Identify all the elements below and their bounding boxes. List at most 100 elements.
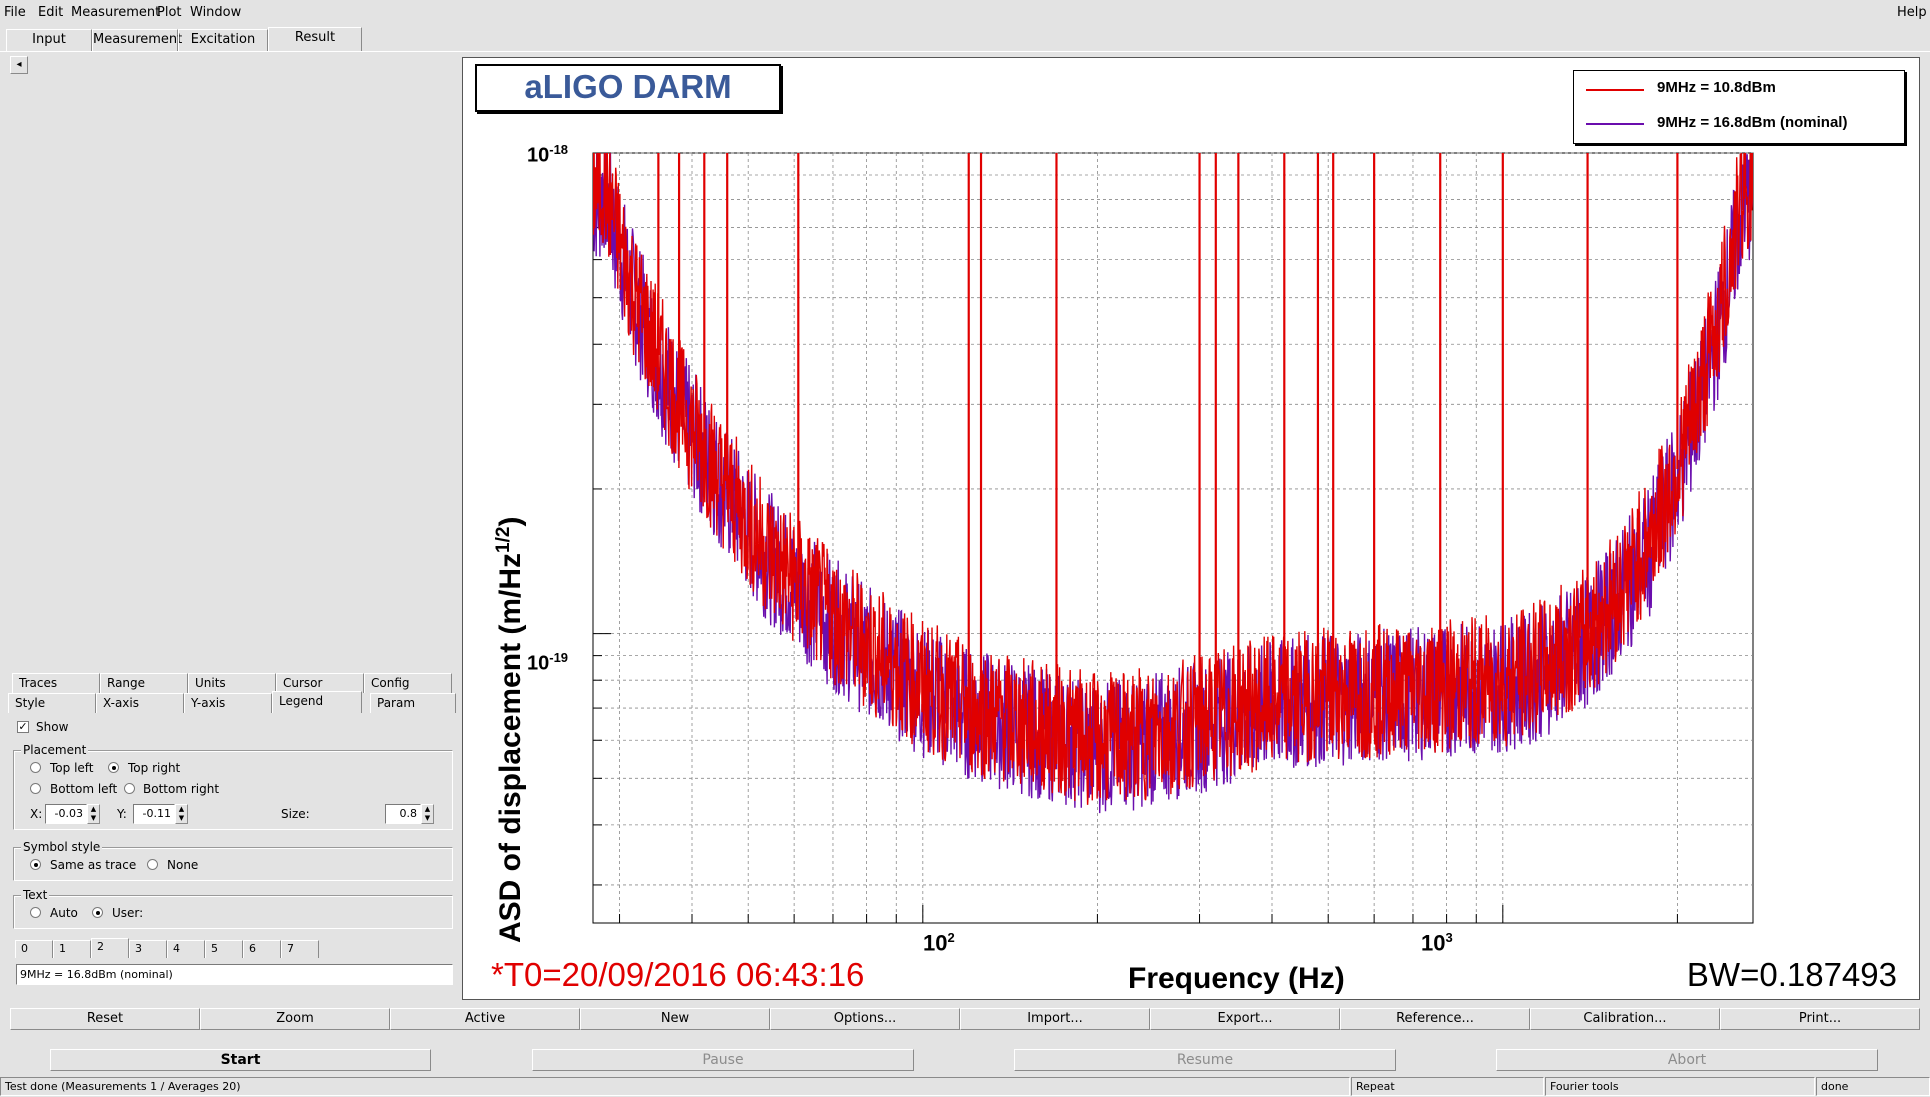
label-auto: Auto bbox=[50, 906, 78, 920]
y-tick-label-1e-19: 10-19 bbox=[527, 650, 569, 675]
label-none: None bbox=[167, 858, 199, 872]
import-button[interactable]: Import... bbox=[960, 1008, 1150, 1030]
show-checkbox[interactable]: ✓ bbox=[17, 720, 29, 733]
tab-traces[interactable]: Traces bbox=[12, 673, 100, 693]
trace-tab-6[interactable]: 6 bbox=[243, 940, 281, 958]
placement-group bbox=[13, 750, 453, 830]
calibration-button[interactable]: Calibration... bbox=[1530, 1008, 1720, 1030]
radio-top-left[interactable] bbox=[30, 762, 41, 773]
status-message: Test done (Measurements 1 / Averages 20) bbox=[0, 1077, 1350, 1096]
menu-measurement[interactable]: Measurement bbox=[71, 5, 161, 20]
menu-help[interactable]: Help bbox=[1897, 5, 1927, 20]
start-button[interactable]: Start bbox=[50, 1049, 431, 1071]
y-axis-title: ASD of displacement (m/Hz1/2) bbox=[493, 516, 527, 943]
x-label: X: bbox=[30, 807, 43, 821]
tab-x-axis[interactable]: X-axis bbox=[96, 693, 184, 713]
menu-file[interactable]: File bbox=[4, 5, 26, 20]
reset-button[interactable]: Reset bbox=[10, 1008, 200, 1030]
show-label: Show bbox=[36, 720, 69, 734]
label-top-right: Top right bbox=[128, 761, 181, 775]
series-line-red bbox=[593, 153, 1753, 805]
trace-tab-0[interactable]: 0 bbox=[15, 940, 53, 958]
y-tick-label-1e-18: 10-18 bbox=[527, 142, 569, 167]
x-input[interactable]: -0.03 bbox=[45, 804, 87, 824]
menu-edit[interactable]: Edit bbox=[38, 5, 64, 20]
radio-same-as-trace[interactable] bbox=[30, 859, 41, 870]
radio-auto[interactable] bbox=[30, 907, 41, 918]
tab-y-axis[interactable]: Y-axis bbox=[184, 693, 272, 713]
options-panel: Traces Range Units Cursor Config Style X… bbox=[8, 670, 458, 1000]
tab-excitation[interactable]: Excitation bbox=[178, 29, 268, 51]
print-button[interactable]: Print... bbox=[1720, 1008, 1920, 1030]
tab-input[interactable]: Input bbox=[6, 29, 92, 51]
label-same-as-trace: Same as trace bbox=[50, 858, 137, 872]
legend-swatch-purple bbox=[1586, 123, 1644, 125]
trace-tab-3[interactable]: 3 bbox=[129, 940, 167, 958]
symbol-style-group bbox=[13, 847, 453, 881]
legend-label-1: 9MHz = 10.8dBm bbox=[1657, 79, 1776, 96]
trace-tab-5[interactable]: 5 bbox=[205, 940, 243, 958]
tab-param[interactable]: Param bbox=[370, 693, 456, 713]
trace-tab-1[interactable]: 1 bbox=[53, 940, 91, 958]
export-button[interactable]: Export... bbox=[1150, 1008, 1340, 1030]
t0-timestamp: *T0=20/09/2016 06:43:16 bbox=[491, 956, 865, 993]
legend-text-input[interactable]: 9MHz = 16.8dBm (nominal) bbox=[16, 964, 453, 985]
abort-button[interactable]: Abort bbox=[1496, 1049, 1878, 1071]
y-input[interactable]: -0.11 bbox=[133, 804, 175, 824]
menu-plot[interactable]: Plot bbox=[157, 5, 182, 20]
radio-bottom-left[interactable] bbox=[30, 783, 41, 794]
x-tick-label-1e2: 102 bbox=[923, 930, 955, 956]
label-bottom-right: Bottom right bbox=[143, 782, 220, 796]
label-top-left: Top left bbox=[50, 761, 94, 775]
new-button[interactable]: New bbox=[580, 1008, 770, 1030]
placement-title: Placement bbox=[21, 743, 89, 757]
trace-tab-2[interactable]: 2 bbox=[91, 938, 129, 958]
y-spinner-icon[interactable]: ▲ ▼ bbox=[175, 804, 188, 824]
tab-config[interactable]: Config bbox=[364, 673, 452, 693]
size-input[interactable]: 0.8 bbox=[385, 804, 421, 824]
tab-style[interactable]: Style bbox=[8, 693, 96, 713]
options-button[interactable]: Options... bbox=[770, 1008, 960, 1030]
reference-button[interactable]: Reference... bbox=[1340, 1008, 1530, 1030]
text-title: Text bbox=[21, 888, 50, 902]
tab-cursor[interactable]: Cursor bbox=[276, 673, 364, 693]
status-tools: Fourier tools bbox=[1545, 1077, 1815, 1096]
radio-bottom-right[interactable] bbox=[124, 783, 135, 794]
radio-top-right[interactable] bbox=[108, 762, 119, 773]
tab-result[interactable]: Result bbox=[268, 27, 362, 52]
symbol-style-title: Symbol style bbox=[21, 840, 103, 854]
collapse-arrow-icon[interactable]: ◂ bbox=[10, 56, 28, 74]
menu-window[interactable]: Window bbox=[190, 5, 242, 20]
tab-divider bbox=[0, 51, 1930, 52]
tab-range[interactable]: Range bbox=[100, 673, 188, 693]
plot-toolbar: Reset Zoom Active New Options... Import.… bbox=[8, 1004, 1922, 1034]
tab-legend[interactable]: Legend bbox=[272, 691, 362, 713]
pause-button[interactable]: Pause bbox=[532, 1049, 914, 1071]
plot-canvas[interactable] bbox=[463, 58, 1919, 999]
plot-legend[interactable]: 9MHz = 10.8dBm 9MHz = 16.8dBm (nominal) bbox=[1573, 70, 1905, 144]
trace-tab-7[interactable]: 7 bbox=[281, 940, 319, 958]
zoom-button[interactable]: Zoom bbox=[200, 1008, 390, 1030]
tab-measurement[interactable]: Measurement bbox=[92, 29, 182, 51]
plot-area[interactable]: aLIGO DARM 9MHz = 10.8dBm 9MHz = 16.8dBm… bbox=[462, 57, 1920, 1000]
plot-title: aLIGO DARM bbox=[475, 64, 781, 112]
menu-bar: File Edit Measurement Plot Window Help bbox=[0, 0, 1930, 25]
text-group bbox=[13, 895, 453, 929]
active-button[interactable]: Active bbox=[390, 1008, 580, 1030]
bandwidth-label: BW=0.187493 bbox=[1686, 956, 1897, 993]
size-label: Size: bbox=[281, 807, 310, 821]
radio-none[interactable] bbox=[147, 859, 158, 870]
label-user: User: bbox=[112, 906, 144, 920]
trace-tab-4[interactable]: 4 bbox=[167, 940, 205, 958]
legend-swatch-red bbox=[1586, 89, 1644, 91]
x-tick-label-1e3: 103 bbox=[1421, 930, 1453, 956]
legend-label-2: 9MHz = 16.8dBm (nominal) bbox=[1657, 114, 1848, 131]
resume-button[interactable]: Resume bbox=[1014, 1049, 1396, 1071]
y-label: Y: bbox=[117, 807, 127, 821]
x-axis-title: Frequency (Hz) bbox=[1128, 962, 1345, 995]
x-spinner-icon[interactable]: ▲ ▼ bbox=[87, 804, 100, 824]
label-bottom-left: Bottom left bbox=[50, 782, 118, 796]
size-spinner-icon[interactable]: ▲ ▼ bbox=[421, 804, 434, 824]
radio-user[interactable] bbox=[92, 907, 103, 918]
tab-units[interactable]: Units bbox=[188, 673, 276, 693]
